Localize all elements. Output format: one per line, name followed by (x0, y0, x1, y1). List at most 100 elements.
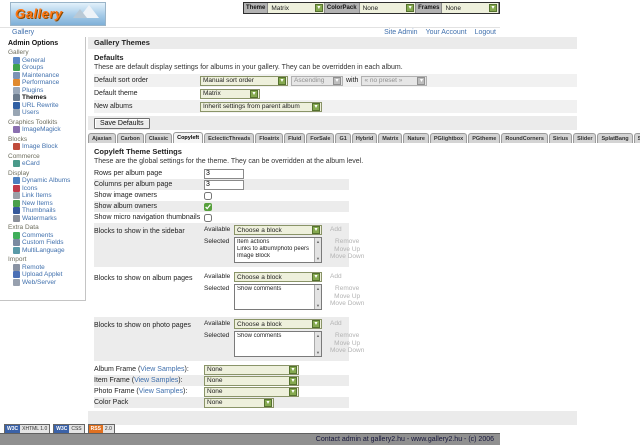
color-pack-select[interactable]: None ▾ (204, 397, 274, 408)
sidebar-item-dynamic-albums[interactable]: Dynamic Albums (8, 177, 85, 185)
sidebar-item-image-block[interactable]: Image Block (8, 143, 85, 151)
selected-blocks-listbox[interactable]: ▲ ▼ Item actions Links to album/photo peers… (234, 237, 322, 263)
show-image-owners-checkbox[interactable] (204, 191, 212, 200)
select-item-frame[interactable]: None ▾ (204, 375, 299, 386)
tab-forsale[interactable]: ForSale (306, 133, 335, 143)
sidebar-item-url-rewrite[interactable]: URL Rewrite (8, 102, 85, 110)
theme-select[interactable]: Matrix ▾ (268, 3, 325, 13)
show-micro-nav-checkbox[interactable] (204, 213, 212, 222)
sidebar-item-users[interactable]: Users (8, 109, 85, 117)
tab-eclecticthreads[interactable]: EclecticThreads (204, 133, 255, 143)
block-option-item-actions[interactable]: Item actions (237, 239, 270, 245)
tab-pglightbox[interactable]: PGlightbox (429, 133, 468, 143)
nav-link-logout[interactable]: Logout (474, 29, 496, 36)
scroll-up-icon[interactable]: ▲ (316, 286, 320, 291)
selected-blocks-listbox[interactable]: ▲ ▼ Show comments (234, 284, 322, 310)
sidebar-item-comments[interactable]: Comments (8, 232, 85, 240)
choose-block-select[interactable]: Choose a block ▾ (234, 225, 322, 235)
block-option-show-comments[interactable]: Show comments (237, 333, 282, 339)
block-option-show-comments[interactable]: Show comments (237, 286, 282, 292)
sidebar-item-new-items[interactable]: New Items (8, 200, 85, 208)
remove-block-link[interactable]: Remove (335, 285, 360, 292)
scroll-up-icon[interactable]: ▲ (316, 239, 320, 244)
sidebar-item-custom-fields[interactable]: Custom Fields (8, 239, 85, 247)
sidebar-item-watermarks[interactable]: Watermarks (8, 215, 85, 223)
tab-carbon[interactable]: Carbon (116, 133, 144, 143)
sidebar-item-link-items[interactable]: Link Items (8, 192, 85, 200)
sidebar-item-ecard[interactable]: eCard (8, 160, 85, 168)
select-album-frame[interactable]: None ▾ (204, 364, 299, 375)
scroll-down-icon[interactable]: ▼ (316, 256, 320, 261)
sort-order-select[interactable]: Manual sort order ▾ (200, 75, 288, 86)
move-down-link[interactable]: Move Down (330, 347, 365, 354)
sidebar-item-remote[interactable]: Remote (8, 264, 85, 272)
sort-direction-select[interactable]: Ascending ▾ (291, 75, 343, 86)
sidebar-item-maintenance[interactable]: Maintenance (8, 72, 85, 80)
nav-link-site-admin[interactable]: Site Admin (384, 29, 418, 36)
sidebar-item-upload-applet[interactable]: Upload Applet (8, 271, 85, 279)
listbox-scrollbar[interactable]: ▲ ▼ (314, 238, 321, 262)
selected-blocks-listbox[interactable]: ▲ ▼ Show comments (234, 331, 322, 357)
tab-g1[interactable]: G1 (335, 133, 351, 143)
block-option-image-block[interactable]: Image Block (237, 253, 271, 259)
sidebar-item-general[interactable]: General (8, 57, 85, 65)
select-photo-frame[interactable]: None ▾ (204, 386, 299, 397)
sidebar-item-icons[interactable]: Icons (8, 185, 85, 193)
tab-copyleft[interactable]: Copyleft (173, 132, 204, 143)
move-up-link[interactable]: Move Up (334, 339, 361, 347)
add-block-link[interactable]: Add (330, 273, 342, 280)
view-samples-link[interactable]: View Samples (140, 366, 185, 373)
move-down-link[interactable]: Move Down (330, 253, 365, 260)
tab-splatbang[interactable]: SplatBang (597, 133, 633, 143)
add-block-link[interactable]: Add (330, 226, 342, 233)
sidebar-item-multilanguage[interactable]: MultiLanguage (8, 247, 85, 255)
tab-sun[interactable]: Sun (633, 133, 640, 143)
block-option-links-to-album-photo-peers[interactable]: Links to album/photo peers (237, 246, 310, 252)
choose-block-select[interactable]: Choose a block ▾ (234, 319, 322, 329)
breadcrumb-gallery-link[interactable]: Gallery (12, 29, 35, 36)
view-samples-link[interactable]: View Samples (134, 377, 179, 384)
sidebar-item-groups[interactable]: Groups (8, 64, 85, 72)
rows-per-page-input[interactable] (204, 168, 244, 179)
tab-nature[interactable]: Nature (403, 133, 429, 143)
columns-per-page-input[interactable] (204, 179, 244, 190)
tab-floatrix[interactable]: Floatrix (255, 133, 284, 143)
tab-classic[interactable]: Classic (144, 133, 173, 143)
tab-hybrid[interactable]: Hybrid (351, 133, 378, 143)
tab-fluid[interactable]: Fluid (284, 133, 306, 143)
move-down-link[interactable]: Move Down (330, 300, 365, 307)
sidebar-item-plugins[interactable]: Plugins (8, 87, 85, 95)
tab-matrix[interactable]: Matrix (378, 133, 403, 143)
scroll-down-icon[interactable]: ▼ (316, 350, 320, 355)
new-albums-select[interactable]: Inherit settings from parent album ▾ (200, 101, 322, 112)
nav-link-your-account[interactable]: Your Account (425, 29, 467, 36)
show-album-owners-checkbox[interactable] (204, 202, 212, 211)
save-defaults-button[interactable]: Save Defaults (94, 117, 150, 129)
choose-block-select[interactable]: Choose a block ▾ (234, 272, 322, 282)
sidebar-item-performance[interactable]: Performance (8, 79, 85, 87)
add-block-link[interactable]: Add (330, 320, 342, 327)
tab-sirius[interactable]: Sirius (548, 133, 573, 143)
scroll-down-icon[interactable]: ▼ (316, 303, 320, 308)
sidebar-item-web-server[interactable]: Web/Server (8, 279, 85, 287)
tab-slider[interactable]: Slider (573, 133, 597, 143)
view-samples-link[interactable]: View Samples (138, 388, 183, 395)
sidebar-item-imagemagick[interactable]: ImageMagick (8, 126, 85, 134)
listbox-scrollbar[interactable]: ▲ ▼ (314, 285, 321, 309)
tab-roundcorners[interactable]: RoundCorners (501, 133, 548, 143)
gallery-logo[interactable]: Gallery (10, 2, 106, 26)
sidebar-item-thumbnails[interactable]: Thumbnails (8, 207, 85, 215)
default-theme-select[interactable]: Matrix ▾ (200, 88, 260, 99)
listbox-scrollbar[interactable]: ▲ ▼ (314, 332, 321, 356)
move-up-link[interactable]: Move Up (334, 245, 361, 253)
colorpack-select[interactable]: None ▾ (359, 3, 417, 13)
sort-preset-select[interactable]: « no preset » ▾ (361, 75, 428, 86)
tab-pgtheme[interactable]: PGtheme (468, 133, 501, 143)
move-up-link[interactable]: Move Up (334, 292, 361, 300)
remove-block-link[interactable]: Remove (335, 332, 360, 339)
frames-select[interactable]: None ▾ (442, 3, 499, 13)
remove-block-link[interactable]: Remove (335, 238, 360, 245)
scroll-up-icon[interactable]: ▲ (316, 333, 320, 338)
sidebar-item-themes[interactable]: Themes (8, 94, 85, 102)
tab-ajaxian[interactable]: Ajaxian (88, 133, 116, 143)
